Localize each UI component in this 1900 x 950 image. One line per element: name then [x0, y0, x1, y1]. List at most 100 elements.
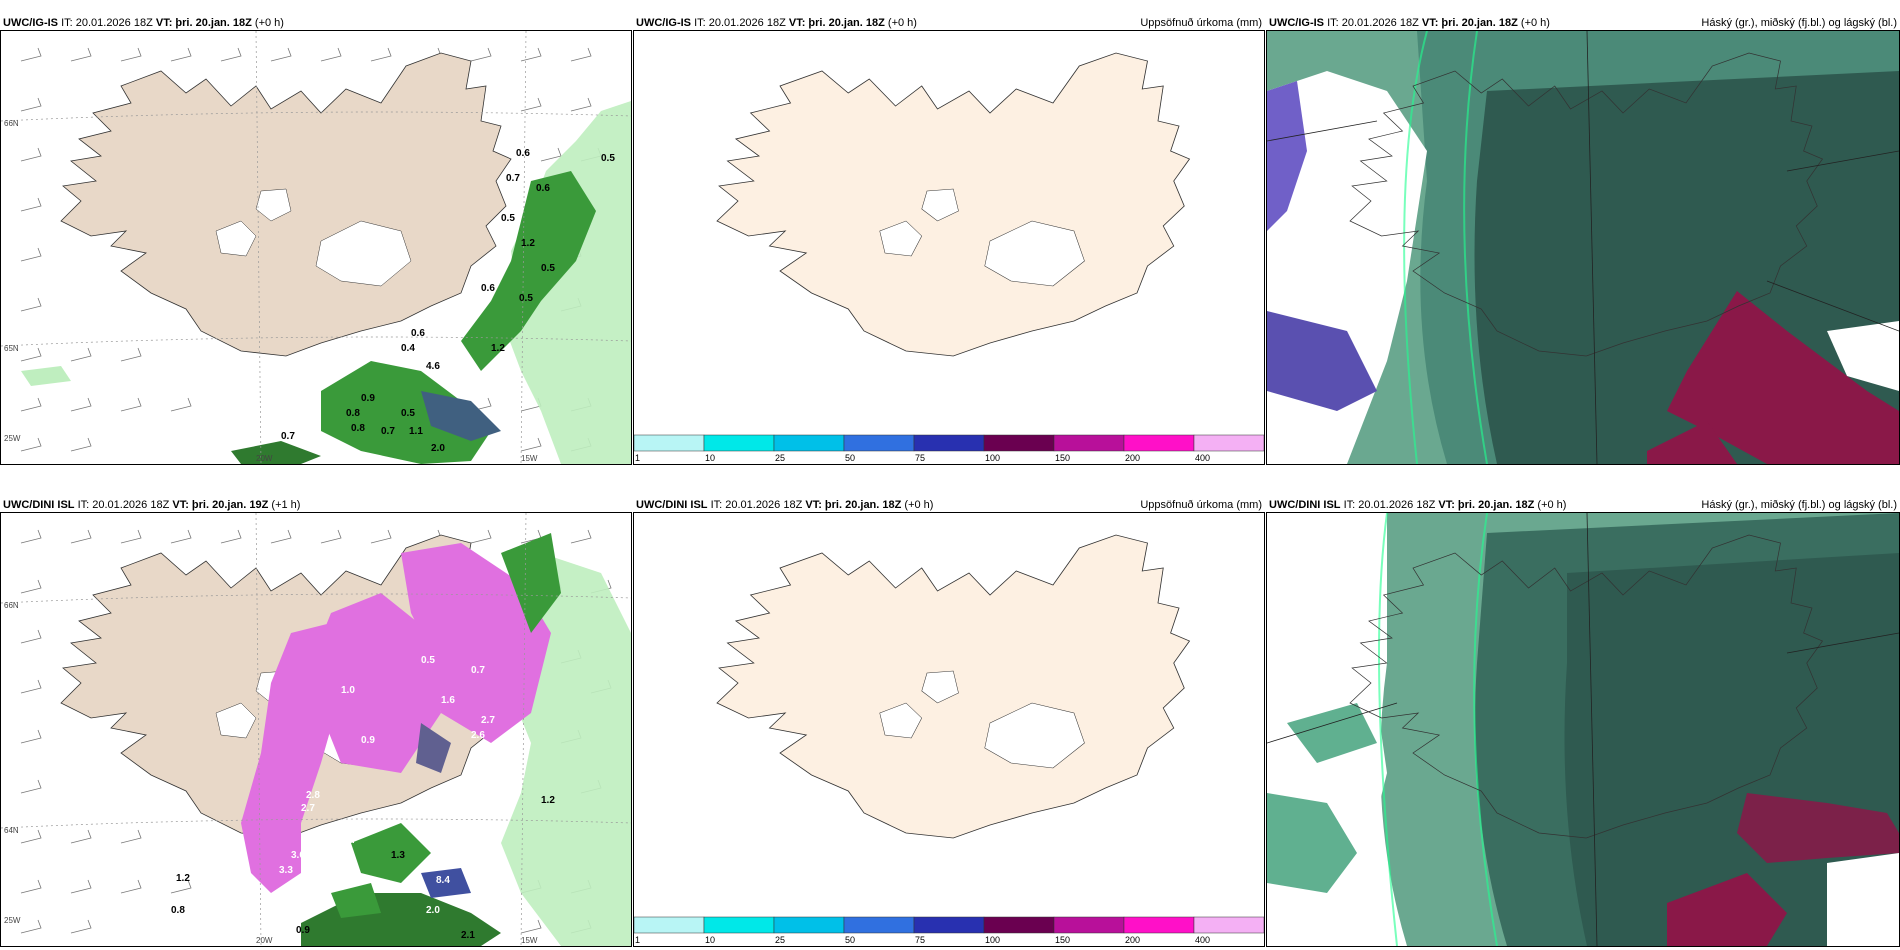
lat-label-65n: 65N	[4, 344, 19, 353]
map-panel-accum-precip-ig[interactable]: UWC/IG-IS IT: 20.01.2026 18Z VT: þri. 20…	[633, 17, 1265, 465]
init-time: IT: 20.01.2026 18Z	[710, 499, 803, 511]
precip-label: 2.8	[306, 790, 320, 801]
precip-label: 8.4	[436, 875, 450, 886]
precip-label: 0.6	[411, 328, 425, 339]
panel-header: UWC/DINI ISL IT: 20.01.2026 18Z VT: þri.…	[1267, 497, 1899, 513]
precip-label: 2.0	[426, 905, 440, 916]
precip-label: 5.2	[456, 375, 470, 386]
lead-time: (+1 h)	[271, 499, 301, 511]
precip-label: 2.6	[471, 730, 485, 741]
precip-label: 0.6	[536, 183, 550, 194]
precip-label: 1.2	[491, 343, 505, 354]
precip-label: 1.2	[541, 795, 555, 806]
lead-time: (+0 h)	[887, 17, 917, 29]
graticule	[1, 513, 631, 946]
valid-time: þri. 20.jan. 18Z	[1441, 17, 1518, 29]
wind-precip-map: 66N 64N 25W 20W 15W 0.5 0.7 1.0 0.9 1.6 …	[1, 513, 631, 946]
colorbar-label: 150	[1055, 453, 1070, 463]
model-name: UWC/IG-IS	[636, 17, 691, 29]
precip-label: 0.6	[481, 283, 495, 294]
accum-precip-map: 1 10 25 50 75 100 150 200 400	[634, 31, 1264, 464]
lon-label-25w: 25W	[4, 916, 21, 925]
valid-time: þri. 20.jan. 18Z	[824, 499, 902, 511]
precip-label: 1.1	[409, 426, 423, 437]
precip-labels: 0.6 0.5 0.7 0.6 0.5 1.2 0.5 0.6 0.5 0.6 …	[281, 148, 615, 454]
vt-label: VT:	[172, 499, 189, 511]
colorbar: 1 10 25 50 75 100 150 200 400	[634, 434, 1264, 463]
precip-label: 2.1	[461, 930, 475, 941]
colorbar-label: 400	[1195, 935, 1210, 945]
precip-label: 0.5	[519, 293, 533, 304]
precip-label: 0.8	[171, 905, 185, 916]
precip-label: 0.7	[506, 173, 520, 184]
precip-labels: 0.5 0.7 1.0 0.9 1.6 2.7 2.6 2.8 2.7 3.6 …	[171, 655, 555, 941]
precip-label: 0.9	[361, 735, 375, 746]
init-time: IT: 20.01.2026 18Z	[77, 499, 170, 511]
precip-label: 2.7	[301, 803, 315, 814]
colorbar-label: 25	[775, 453, 785, 463]
colorbar-label: 1	[635, 935, 640, 945]
graticule	[1, 31, 631, 464]
precip-label: 3.6	[291, 850, 305, 861]
lat-label-66n: 66N	[4, 601, 19, 610]
vt-label: VT:	[155, 17, 173, 29]
precip-label: 0.7	[381, 426, 395, 437]
precip-label: 0.4	[401, 343, 415, 354]
model-name: UWC/DINI ISL	[636, 499, 708, 511]
colorbar-label: 200	[1125, 935, 1140, 945]
precip-shading	[241, 533, 631, 946]
colorbar-label: 75	[915, 453, 925, 463]
precip-label: 1.6	[441, 695, 455, 706]
init-time: IT: 20.01.2026 18Z	[61, 17, 153, 29]
precip-label: 2.4	[341, 835, 355, 846]
precip-label: 0.8	[346, 408, 360, 419]
colorbar-label: 75	[915, 935, 925, 945]
cloud-cover-map	[1267, 513, 1899, 946]
precip-label: 0.5	[541, 263, 555, 274]
precip-label: 0.8	[351, 423, 365, 434]
precip-label: 3.3	[279, 865, 293, 876]
vt-label: VT:	[1438, 499, 1455, 511]
map-panel-clouds-dini[interactable]: UWC/DINI ISL IT: 20.01.2026 18Z VT: þri.…	[1266, 499, 1900, 947]
precip-label: 0.6	[516, 148, 530, 159]
lon-label-20w: 20W	[256, 936, 273, 945]
map-panel-wind-precip-ig[interactable]: UWC/IG-IS IT: 20.01.2026 18Z VT: þri. 20…	[0, 17, 632, 465]
precip-label: 0.5	[401, 408, 415, 419]
precip-label: 1.2	[176, 873, 190, 884]
precip-label: 0.5	[501, 213, 515, 224]
precip-label: 1.3	[391, 850, 405, 861]
lead-time: (+0 h)	[904, 499, 934, 511]
map-panel-clouds-ig[interactable]: UWC/IG-IS IT: 20.01.2026 18Z VT: þri. 20…	[1266, 17, 1900, 465]
lat-label-66n: 66N	[4, 119, 19, 128]
init-time: IT: 20.01.2026 18Z	[694, 17, 786, 29]
precip-label: 0.5	[421, 655, 435, 666]
lon-label-15w: 15W	[521, 936, 538, 945]
colorbar-label: 1	[635, 453, 640, 463]
lead-time: (+0 h)	[1537, 499, 1567, 511]
panel-header: UWC/IG-IS IT: 20.01.2026 18Z VT: þri. 20…	[634, 15, 1264, 31]
precip-label: 1.0	[341, 685, 355, 696]
colorbar-label: 50	[845, 453, 855, 463]
precip-label: 0.9	[296, 925, 310, 936]
panel-title: Háský (gr.), miðský (fj.bl.) og lágský (…	[1701, 499, 1897, 511]
precip-label: 0.9	[361, 393, 375, 404]
lon-label-15w: 15W	[521, 454, 538, 463]
panel-header: UWC/IG-IS IT: 20.01.2026 18Z VT: þri. 20…	[1267, 15, 1899, 31]
valid-time: þri. 20.jan. 18Z	[1457, 499, 1535, 511]
init-time: IT: 20.01.2026 18Z	[1327, 17, 1419, 29]
map-panel-accum-precip-dini[interactable]: UWC/DINI ISL IT: 20.01.2026 18Z VT: þri.…	[633, 499, 1265, 947]
precip-label: 2.0	[431, 443, 445, 454]
valid-time: þri. 20.jan. 18Z	[808, 17, 885, 29]
vt-label: VT:	[788, 17, 806, 29]
precip-shading	[21, 101, 631, 464]
map-panel-wind-precip-dini[interactable]: UWC/DINI ISL IT: 20.01.2026 18Z VT: þri.…	[0, 499, 632, 947]
colorbar-label: 25	[775, 935, 785, 945]
colorbar: 1 10 25 50 75 100 150 200 400	[634, 916, 1264, 945]
model-name: UWC/IG-IS	[1269, 17, 1324, 29]
init-time: IT: 20.01.2026 18Z	[1343, 499, 1436, 511]
precip-label: 0.7	[281, 431, 295, 442]
colorbar-label: 150	[1055, 935, 1070, 945]
panel-title: Háský (gr.), miðský (fj.bl.) og lágský (…	[1701, 17, 1897, 29]
lon-label-20w: 20W	[256, 454, 273, 463]
precip-label: 2.7	[481, 715, 495, 726]
